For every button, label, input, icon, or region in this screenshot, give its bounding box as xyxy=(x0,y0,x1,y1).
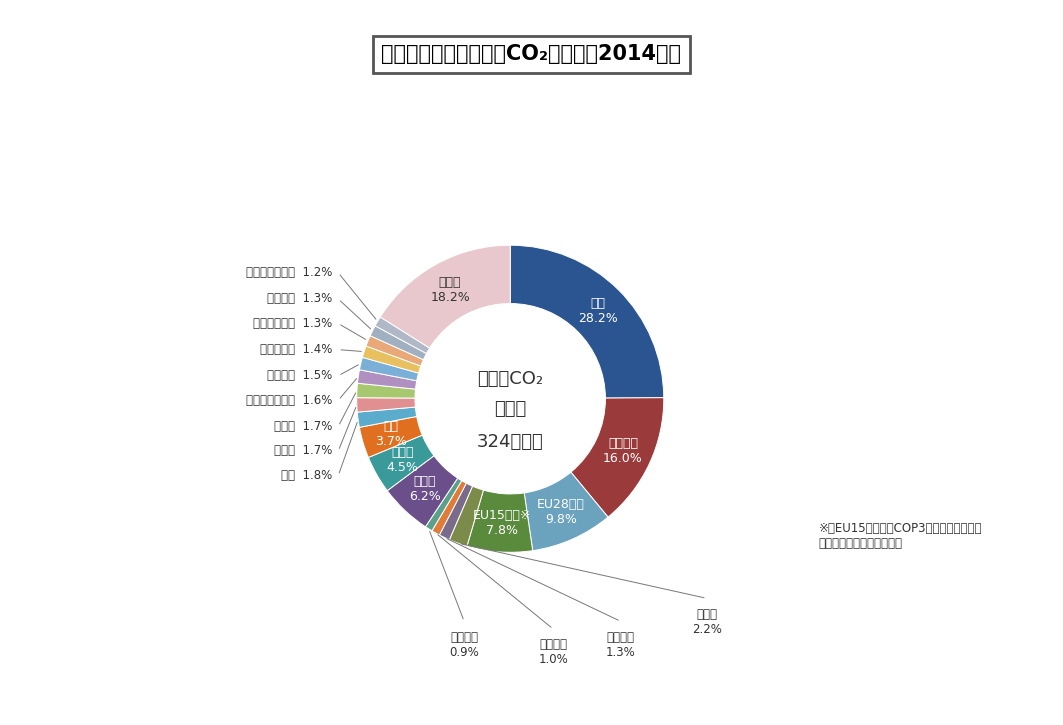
Text: カナダ  1.7%: カナダ 1.7% xyxy=(274,420,332,433)
Wedge shape xyxy=(450,486,484,546)
Text: ブラジル  1.5%: ブラジル 1.5% xyxy=(267,369,332,382)
Text: 中国
28.2%: 中国 28.2% xyxy=(578,297,618,325)
Text: インド
6.2%: インド 6.2% xyxy=(409,475,441,503)
Wedge shape xyxy=(359,416,422,457)
Text: オーストラリア  1.2%: オーストラリア 1.2% xyxy=(246,266,332,279)
Wedge shape xyxy=(425,478,461,531)
Text: 日本
3.7%: 日本 3.7% xyxy=(375,420,407,448)
Wedge shape xyxy=(387,456,458,527)
Wedge shape xyxy=(357,370,417,389)
Text: イギリス
1.3%: イギリス 1.3% xyxy=(606,631,636,658)
Text: EU28カ国
9.8%: EU28カ国 9.8% xyxy=(537,498,585,526)
Wedge shape xyxy=(357,398,416,412)
Text: 世界のエネルギー起源CO₂排出量（2014年）: 世界のエネルギー起源CO₂排出量（2014年） xyxy=(382,44,681,65)
Wedge shape xyxy=(467,490,533,552)
Text: 韓国  1.8%: 韓国 1.8% xyxy=(281,469,332,482)
Text: ロシア
4.5%: ロシア 4.5% xyxy=(386,446,418,474)
Text: 南アフリカ  1.4%: 南アフリカ 1.4% xyxy=(259,343,332,356)
Text: EU15カ国※
7.8%: EU15カ国※ 7.8% xyxy=(472,509,530,536)
Wedge shape xyxy=(439,483,472,539)
Wedge shape xyxy=(381,245,510,348)
Wedge shape xyxy=(357,407,417,427)
Text: 排出量: 排出量 xyxy=(494,400,526,418)
Wedge shape xyxy=(571,398,663,517)
Text: イラン  1.7%: イラン 1.7% xyxy=(274,444,332,457)
Text: 世界のCO₂: 世界のCO₂ xyxy=(477,370,543,388)
Text: アメリカ
16.0%: アメリカ 16.0% xyxy=(603,437,643,465)
Wedge shape xyxy=(432,481,467,535)
Text: メキシコ  1.3%: メキシコ 1.3% xyxy=(267,292,332,305)
Text: サウジアラビア  1.6%: サウジアラビア 1.6% xyxy=(246,394,332,407)
Wedge shape xyxy=(370,326,426,360)
Wedge shape xyxy=(357,384,416,398)
Wedge shape xyxy=(375,317,429,354)
Wedge shape xyxy=(359,357,419,381)
Text: その他
18.2%: その他 18.2% xyxy=(431,276,470,304)
Text: イタリア
1.0%: イタリア 1.0% xyxy=(538,638,568,666)
Wedge shape xyxy=(369,435,434,491)
Wedge shape xyxy=(366,336,423,366)
Wedge shape xyxy=(524,472,608,551)
Text: ドイツ
2.2%: ドイツ 2.2% xyxy=(692,608,722,636)
Text: 324億トン: 324億トン xyxy=(477,433,543,451)
Text: インドネシア  1.3%: インドネシア 1.3% xyxy=(253,317,332,330)
Wedge shape xyxy=(510,245,663,398)
Text: フランス
0.9%: フランス 0.9% xyxy=(450,631,479,658)
Text: ※　EU15カ国は、COP3（京都会議）開催
時点での加盟国数である。: ※ EU15カ国は、COP3（京都会議）開催 時点での加盟国数である。 xyxy=(819,522,982,550)
Wedge shape xyxy=(362,346,421,373)
